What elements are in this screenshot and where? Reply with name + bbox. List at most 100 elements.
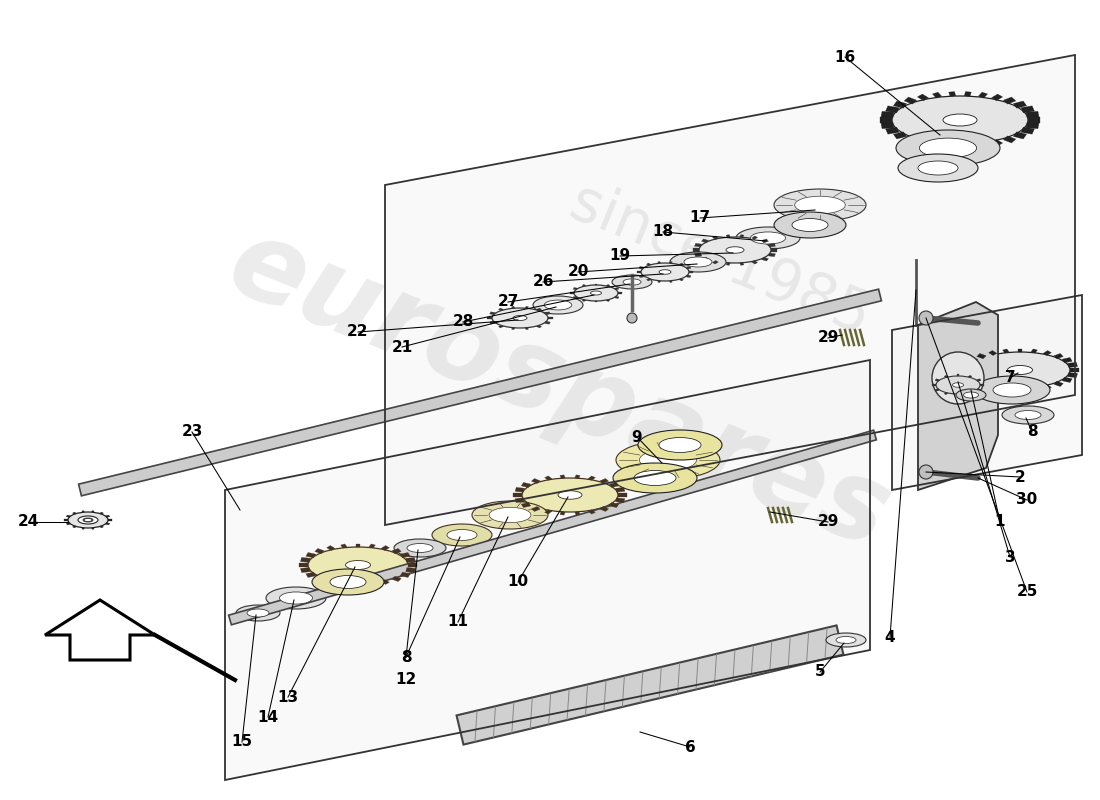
Polygon shape [1063,358,1072,363]
Ellipse shape [639,450,696,470]
Polygon shape [575,511,580,515]
Ellipse shape [534,296,583,314]
Ellipse shape [1015,410,1041,419]
Polygon shape [100,512,103,514]
Polygon shape [637,271,641,273]
Text: 6: 6 [684,739,695,754]
Polygon shape [66,522,70,525]
Polygon shape [381,546,389,550]
Ellipse shape [82,518,94,522]
Polygon shape [694,253,702,257]
Polygon shape [582,299,586,302]
Ellipse shape [394,539,446,557]
Polygon shape [537,325,541,328]
Polygon shape [544,312,550,314]
Polygon shape [977,378,981,382]
Polygon shape [977,354,987,358]
Polygon shape [944,392,948,394]
Polygon shape [1013,132,1026,139]
Polygon shape [544,510,552,514]
Text: 13: 13 [277,690,298,705]
Polygon shape [1026,122,1039,129]
Polygon shape [108,519,111,521]
Ellipse shape [591,291,602,295]
Polygon shape [300,567,310,573]
Polygon shape [751,261,758,264]
Polygon shape [606,299,609,302]
Polygon shape [341,582,348,586]
Ellipse shape [932,352,984,404]
Polygon shape [498,325,504,328]
Polygon shape [669,281,672,282]
Polygon shape [918,302,998,490]
Polygon shape [1043,350,1052,355]
Circle shape [918,465,933,479]
Ellipse shape [616,441,721,479]
Polygon shape [521,482,530,487]
Polygon shape [961,368,970,372]
Ellipse shape [641,263,689,281]
Polygon shape [881,122,894,129]
Polygon shape [406,558,416,562]
Polygon shape [368,582,375,586]
Polygon shape [917,94,928,101]
Polygon shape [78,289,881,496]
Text: 28: 28 [452,314,474,330]
Ellipse shape [266,587,326,609]
Polygon shape [771,249,778,251]
Polygon shape [456,626,844,745]
Polygon shape [768,253,776,257]
Polygon shape [616,487,625,492]
Ellipse shape [659,438,701,453]
Polygon shape [106,522,110,525]
Ellipse shape [513,315,527,321]
Text: 19: 19 [609,249,630,263]
Text: 9: 9 [631,430,642,445]
Polygon shape [588,476,595,480]
Polygon shape [713,236,718,239]
Text: 8: 8 [1026,425,1037,439]
Polygon shape [618,292,621,294]
Polygon shape [1018,388,1022,391]
Ellipse shape [308,547,408,583]
Polygon shape [944,375,948,378]
Ellipse shape [613,463,697,493]
Ellipse shape [490,507,531,522]
Polygon shape [315,576,324,582]
Polygon shape [615,287,619,290]
Polygon shape [515,487,525,492]
Polygon shape [327,546,334,550]
Polygon shape [306,553,316,558]
Polygon shape [1054,354,1064,358]
Polygon shape [600,506,608,511]
Polygon shape [355,583,360,586]
Ellipse shape [918,161,958,175]
Circle shape [627,313,637,323]
Polygon shape [1026,111,1039,118]
Polygon shape [935,378,939,382]
Polygon shape [761,239,769,243]
Polygon shape [1068,373,1078,378]
Polygon shape [1003,136,1015,143]
Polygon shape [400,553,410,558]
Polygon shape [726,234,730,238]
Polygon shape [300,558,310,562]
Polygon shape [933,142,942,148]
Polygon shape [948,91,956,97]
Polygon shape [512,306,515,309]
Polygon shape [595,301,597,302]
Polygon shape [406,567,416,573]
Text: 10: 10 [507,574,529,590]
Ellipse shape [1008,366,1033,374]
Polygon shape [768,243,776,247]
Polygon shape [978,142,988,148]
Ellipse shape [993,383,1031,397]
Ellipse shape [84,518,92,522]
Ellipse shape [898,154,978,182]
Text: 27: 27 [497,294,519,310]
Text: 22: 22 [348,325,369,339]
Polygon shape [106,515,110,518]
Polygon shape [1070,368,1079,372]
Polygon shape [537,308,541,311]
Polygon shape [490,312,495,314]
